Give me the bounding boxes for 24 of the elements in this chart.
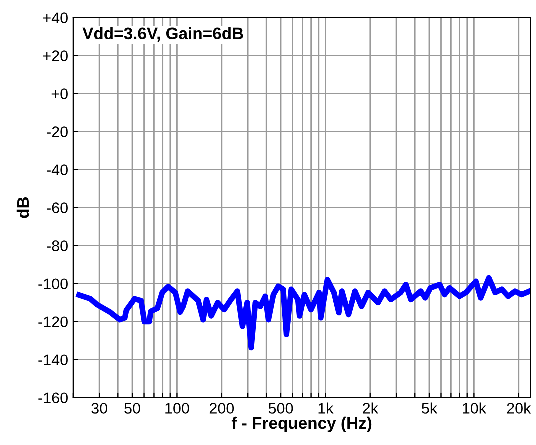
y-tick-label: -100 — [38, 278, 68, 290]
y-tick-label: -60 — [47, 202, 68, 214]
x-tick-label: 30 — [92, 403, 108, 414]
x-tick-label: 10k — [463, 402, 487, 414]
x-tick-label: 1k — [318, 402, 334, 414]
y-tick-label: -160 — [38, 392, 68, 404]
y-tick-label: -20 — [47, 126, 68, 138]
x-tick-label: 50 — [124, 403, 140, 414]
y-tick-label: -120 — [38, 316, 68, 328]
x-tick-label: 100 — [166, 403, 190, 414]
y-tick-label: +20 — [43, 50, 68, 62]
x-tick-label: 5k — [422, 402, 438, 414]
x-tick-label: 500 — [268, 403, 294, 414]
y-tick-label: -40 — [47, 164, 68, 176]
y-tick-label: -140 — [38, 354, 68, 366]
y-axis-title: dB — [16, 197, 30, 218]
x-tick-label: 2k — [363, 402, 378, 414]
y-tick-label: +0 — [52, 88, 68, 100]
x-axis-title: f - Frequency (Hz) — [232, 416, 372, 432]
x-tick-label: 200 — [210, 403, 234, 414]
x-tick-label: 20k — [507, 402, 532, 414]
annotation: Vdd=3.6V, Gain=6dB — [82, 27, 244, 42]
y-tick-label: -80 — [47, 240, 68, 252]
y-tick-label: +40 — [43, 12, 68, 24]
